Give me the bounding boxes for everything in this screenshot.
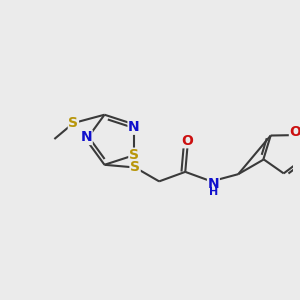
Text: O: O [290,125,300,139]
Text: S: S [68,116,78,130]
Text: O: O [182,134,194,148]
Text: S: S [129,148,139,162]
Text: S: S [130,160,140,175]
Text: N: N [80,130,92,144]
Text: N: N [128,120,140,134]
Text: N: N [208,177,219,191]
Text: H: H [209,188,218,197]
